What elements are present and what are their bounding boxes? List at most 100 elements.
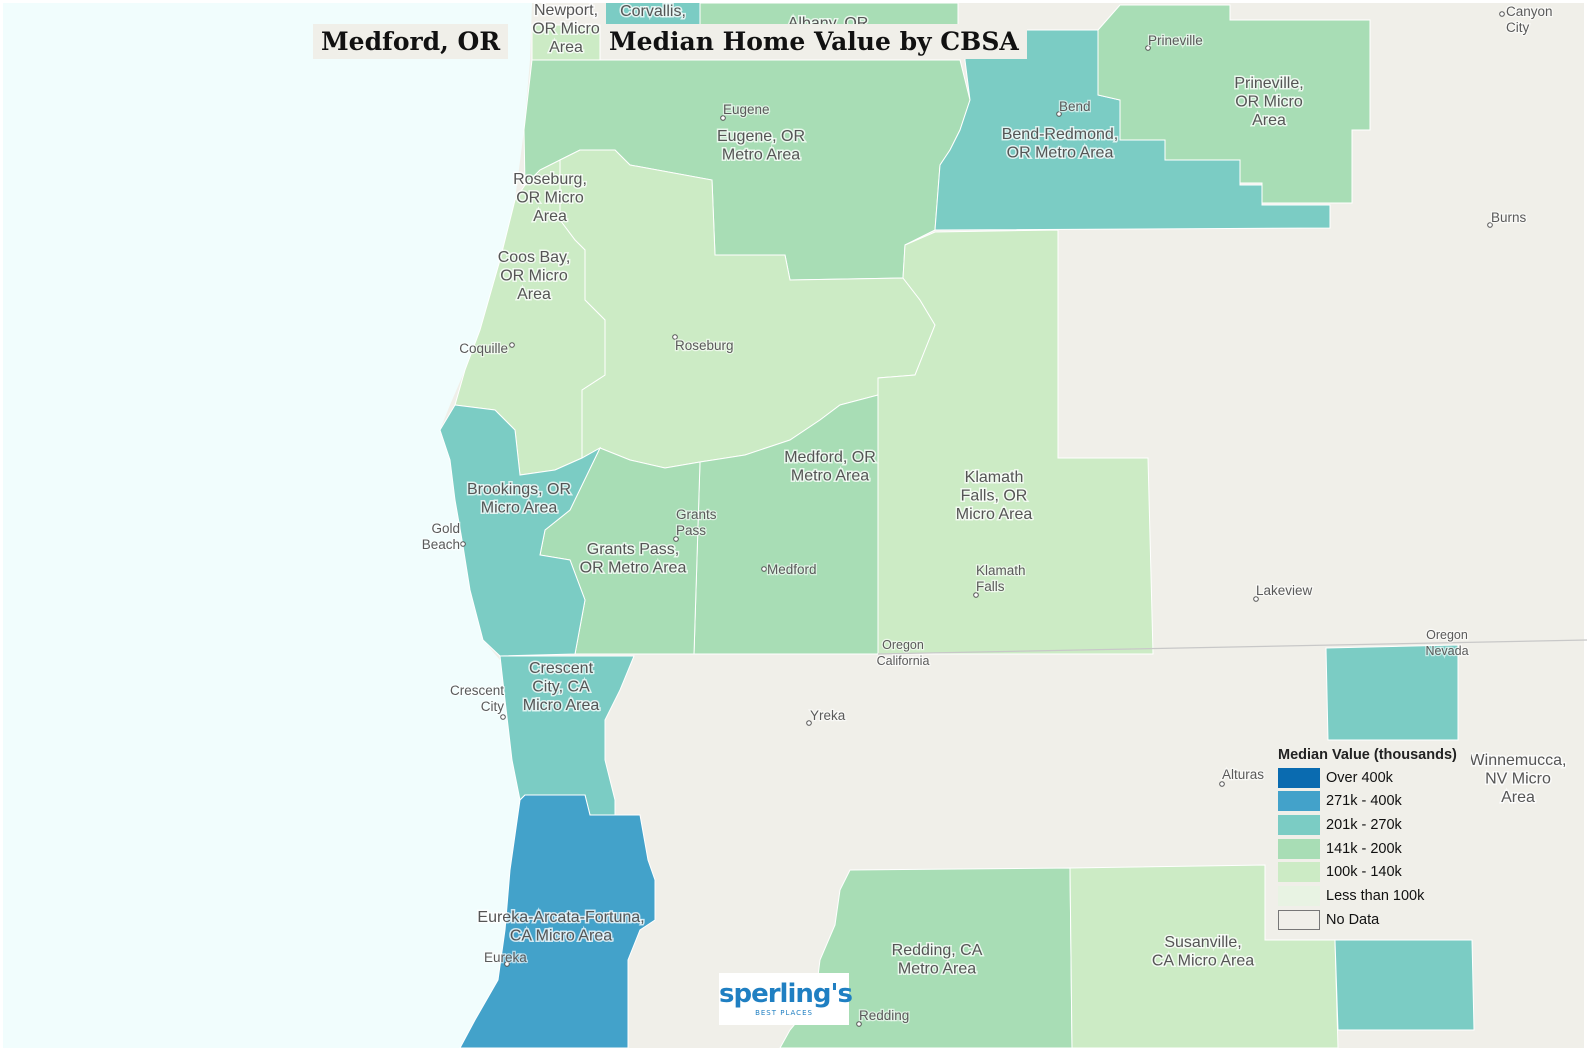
city-burns[interactable]: Burns [1487,209,1528,228]
city-marker[interactable] [1219,781,1225,787]
city-marker[interactable] [973,592,979,598]
area-label-eureka[interactable]: Eureka-Arcata-Fortuna, CA Micro Area [476,908,646,947]
area-label-roseburg[interactable]: Roseburg, OR Micro Area [512,170,589,227]
city-eugene[interactable]: Eugene [720,101,771,121]
city-marker[interactable] [460,541,466,547]
city-klamath-falls[interactable]: Klamath Falls [973,562,1027,598]
legend-swatch [1278,767,1320,788]
city-label: Lakeview [1256,583,1313,598]
legend-item: 201k - 270k [1278,814,1402,835]
area-label-redding[interactable]: Redding, CA Metro Area [890,941,984,980]
city-roseburg[interactable]: Roseburg [672,334,735,354]
area-klamath[interactable] [877,229,1154,655]
area-brookings[interactable] [439,404,602,657]
city-label: Yreka [810,708,846,723]
legend-label: Over 400k [1326,769,1393,786]
legend-label: 100k - 140k [1326,864,1402,881]
city-label: Prineville [1148,33,1203,48]
map-city-title: Medford, OR [313,24,509,59]
city-label: Grants Pass [676,507,717,538]
city-bend[interactable]: Bend [1056,98,1092,117]
city-label: Bend [1059,99,1091,114]
area-corvallis[interactable] [606,3,700,25]
city-marker[interactable] [1145,45,1151,51]
area-label-coos-bay[interactable]: Coos Bay, OR Micro Area [496,248,572,305]
legend-swatch [1278,838,1320,859]
city-label: Gold Beach [422,521,460,552]
area-newport[interactable] [531,24,601,61]
area-eureka[interactable] [459,794,656,1049]
city-label: Alturas [1222,767,1264,782]
legend-item: Over 400k [1278,767,1393,788]
area-label-winnemucca[interactable]: Winnemucca, NV Micro Area [1468,751,1568,808]
legend-swatch [1278,862,1320,883]
city-lakeview[interactable]: Lakeview [1253,582,1314,602]
area-label-crescent-city[interactable]: Crescent City, CA Micro Area [521,659,601,716]
city-marker[interactable] [806,720,812,726]
area-label-prineville[interactable]: Prineville, OR Micro Area [1233,74,1305,131]
city-canyon-city[interactable]: Canyon City [1499,3,1554,36]
city-marker[interactable] [500,714,506,720]
city-marker[interactable] [504,961,510,967]
city-yreka[interactable]: Yreka [806,707,847,726]
area-prineville[interactable] [1097,4,1371,204]
area-winnemucca-lower[interactable] [1334,939,1475,1031]
legend-item: 100k - 140k [1278,862,1402,883]
area-label-corvallis[interactable]: Corvallis, [619,2,688,22]
area-label-klamath-falls[interactable]: Klamath Falls, OR Micro Area [954,468,1034,525]
area-label-brookings[interactable]: Brookings, OR Micro Area [465,480,572,519]
city-prineville[interactable]: Prineville [1145,32,1204,51]
city-marker[interactable] [720,115,726,121]
city-marker[interactable] [761,566,767,572]
area-medford[interactable] [693,394,879,655]
city-label: Eureka [484,950,527,965]
city-marker[interactable] [672,334,678,340]
legend-item: No Data [1278,909,1379,930]
city-labels: Eugene Bend Prineville Canyon City Burns Coqui… [420,3,1554,1027]
map-main-title: Median Home Value by CBSA [601,24,1027,59]
city-coquille[interactable]: Coquille [458,340,515,357]
area-label-medford[interactable]: Medford, OR Metro Area [783,448,878,487]
city-marker[interactable] [509,342,515,348]
city-label: Eugene [723,102,770,117]
legend: Median Value (thousands) Over 400k 271k -… [1266,742,1471,939]
city-alturas[interactable]: Alturas [1219,766,1266,787]
legend-label: Less than 100k [1326,888,1425,904]
legend-swatch [1278,909,1320,930]
city-marker[interactable] [1253,596,1259,602]
city-label: Klamath Falls [976,563,1026,594]
area-label-bend[interactable]: Bend-Redmond, OR Metro Area [1000,125,1120,164]
legend-label: 201k - 270k [1326,816,1402,833]
area-winnemucca-upper[interactable] [1325,644,1459,741]
city-medford[interactable]: Medford [761,561,818,578]
sperlings-logo[interactable]: sperling's BEST PLACES [719,973,853,1025]
area-label-susanville[interactable]: Susanville, CA Micro Area [1150,933,1255,972]
legend-label: No Data [1326,911,1380,928]
area-label-grants-pass[interactable]: Grants Pass, OR Metro Area [578,540,688,579]
state-label-oregon-nevada: Oregon Nevada [1425,628,1468,658]
city-label: Redding [859,1008,909,1023]
area-label-eugene[interactable]: Eugene, OR Metro Area [715,127,806,166]
city-marker[interactable] [856,1021,862,1027]
city-marker[interactable] [1499,11,1505,17]
state-label-oregon-california: Oregon California [877,638,930,668]
legend-item: Less than 100k [1278,886,1424,907]
state-line-or-ca [877,639,1587,655]
city-marker[interactable] [1056,111,1062,117]
legend-item: 141k - 200k [1278,838,1402,859]
city-label: Crescent City [450,683,504,714]
area-labels: Eugene, OR Metro Area Bend-Redmond, OR Metr… [465,1,1568,980]
city-marker[interactable] [1487,222,1493,228]
city-grants-pass[interactable]: Grants Pass [673,506,718,542]
area-label-newport[interactable]: Newport, OR Micro Area [531,1,602,58]
city-redding[interactable]: Redding [856,1007,911,1027]
logo-name: sperling's [719,979,853,1009]
logo-tagline: BEST PLACES [755,1009,813,1017]
city-eureka[interactable]: Eureka [483,949,529,967]
city-gold-beach[interactable]: Gold Beach [420,520,466,553]
legend-label: 271k - 400k [1326,793,1402,810]
ocean [3,3,532,1048]
city-marker[interactable] [673,536,679,542]
city-crescent-city[interactable]: Crescent City [449,682,506,720]
